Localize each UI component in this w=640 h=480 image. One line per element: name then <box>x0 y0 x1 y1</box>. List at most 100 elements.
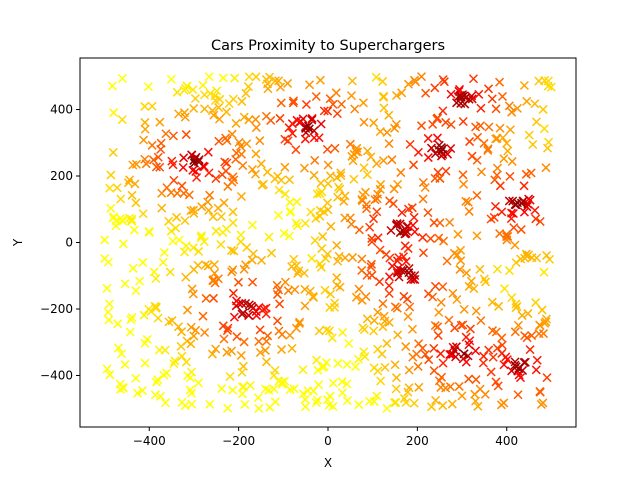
data-point-marker <box>301 99 311 109</box>
data-point-marker <box>390 360 400 370</box>
data-point-marker <box>476 103 486 113</box>
data-point-marker <box>230 73 240 83</box>
data-point-marker <box>423 133 433 143</box>
data-point-marker <box>458 116 468 127</box>
data-point-marker <box>483 145 493 156</box>
data-point-marker <box>299 268 309 278</box>
data-point-marker <box>208 293 219 303</box>
data-point-marker <box>391 384 401 394</box>
data-point-marker <box>251 149 261 159</box>
data-point-marker <box>358 98 368 108</box>
data-point-marker <box>458 320 468 330</box>
chart-title: Cars Proximity to Superchargers <box>211 38 445 54</box>
data-point-marker <box>353 354 363 364</box>
data-point-marker <box>166 188 176 198</box>
data-point-marker <box>248 277 258 287</box>
x-axis-ticks: −400 −200 0 200 400 <box>133 427 518 448</box>
data-point-marker <box>407 203 417 213</box>
data-point-marker <box>431 395 441 405</box>
data-point-marker <box>375 277 385 287</box>
data-point-marker <box>310 155 320 165</box>
data-point-marker <box>283 136 293 146</box>
data-point-marker <box>539 124 549 134</box>
data-point-marker <box>240 399 250 409</box>
data-point-marker <box>337 388 347 398</box>
data-point-marker <box>539 267 549 277</box>
data-point-marker <box>346 219 356 229</box>
data-point-marker <box>464 94 474 104</box>
data-point-marker <box>259 304 269 314</box>
data-point-marker <box>436 297 446 307</box>
data-point-marker <box>325 302 335 312</box>
data-point-marker <box>542 250 552 260</box>
data-point-marker <box>199 104 210 114</box>
data-point-marker <box>446 143 456 154</box>
data-point-marker <box>317 244 327 254</box>
data-point-marker <box>228 385 238 395</box>
data-point-marker <box>228 207 238 217</box>
data-point-marker <box>113 343 123 353</box>
data-point-marker <box>237 389 247 399</box>
data-point-marker <box>244 72 254 82</box>
data-point-marker <box>118 383 128 393</box>
data-point-marker <box>237 367 247 377</box>
data-point-marker <box>536 399 546 409</box>
data-point-marker <box>312 189 322 199</box>
data-point-marker <box>445 349 455 360</box>
data-point-marker <box>237 298 247 308</box>
data-point-marker <box>321 358 331 368</box>
data-point-marker <box>530 99 540 109</box>
data-point-marker <box>332 109 342 119</box>
data-point-marker <box>228 172 238 182</box>
data-point-marker <box>223 403 233 413</box>
data-point-marker <box>461 357 471 367</box>
data-point-marker <box>239 337 249 347</box>
data-point-marker <box>247 255 257 265</box>
data-point-marker <box>484 345 494 355</box>
data-point-marker <box>357 254 367 264</box>
data-point-marker <box>375 127 385 137</box>
data-point-marker <box>167 156 177 166</box>
data-point-marker <box>401 256 411 266</box>
data-point-marker <box>384 139 394 149</box>
data-point-marker <box>495 123 505 133</box>
data-point-marker <box>204 168 214 178</box>
data-point-marker <box>204 205 214 215</box>
data-point-marker <box>131 198 141 208</box>
data-point-marker <box>543 143 553 153</box>
data-point-marker <box>384 288 394 299</box>
data-point-marker <box>323 160 333 170</box>
data-point-marker <box>359 117 369 127</box>
data-point-marker <box>260 345 270 355</box>
data-point-marker <box>226 245 236 255</box>
data-point-marker <box>410 227 420 237</box>
data-point-marker <box>504 196 514 206</box>
data-point-marker <box>328 378 338 388</box>
data-point-marker <box>524 130 534 140</box>
data-point-marker <box>236 191 246 202</box>
data-point-marker <box>229 312 239 322</box>
data-points <box>100 72 556 414</box>
data-point-marker <box>487 297 497 307</box>
data-point-marker <box>330 143 340 153</box>
data-point-marker <box>511 303 521 313</box>
data-point-marker <box>250 169 260 179</box>
data-point-marker <box>127 190 137 200</box>
data-point-marker <box>262 167 272 177</box>
data-point-marker <box>261 111 271 121</box>
data-point-marker <box>492 133 502 143</box>
data-point-marker <box>304 80 315 90</box>
data-point-marker <box>118 239 128 249</box>
data-point-marker <box>144 226 154 237</box>
data-point-marker <box>193 378 203 388</box>
data-point-marker <box>452 294 462 305</box>
data-point-marker <box>350 104 360 114</box>
data-point-marker <box>395 219 405 229</box>
data-point-marker <box>287 343 297 353</box>
data-point-marker <box>256 255 267 265</box>
data-point-marker <box>273 210 283 220</box>
data-point-marker <box>497 333 507 343</box>
data-point-marker <box>346 91 357 101</box>
data-point-marker <box>131 286 141 296</box>
data-point-marker <box>186 339 196 349</box>
